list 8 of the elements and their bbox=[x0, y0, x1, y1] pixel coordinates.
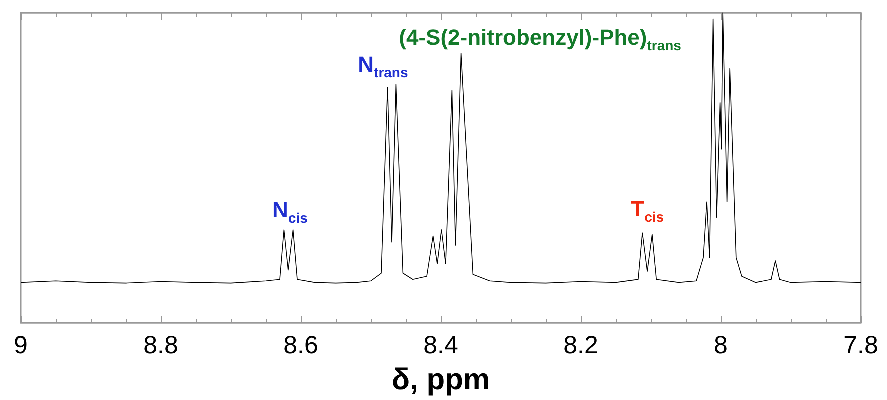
x-tick-label: 8.2 bbox=[564, 332, 598, 360]
x-tick-label: 7.8 bbox=[844, 332, 878, 360]
x-tick-label: 9 bbox=[14, 332, 28, 360]
x-tick-label: 8.4 bbox=[424, 332, 458, 360]
x-tick-label: 8.8 bbox=[144, 332, 178, 360]
x-tick-label: 8 bbox=[714, 332, 728, 360]
x-tick-label: 8.6 bbox=[284, 332, 318, 360]
x-axis-title: δ, ppm bbox=[392, 364, 490, 396]
